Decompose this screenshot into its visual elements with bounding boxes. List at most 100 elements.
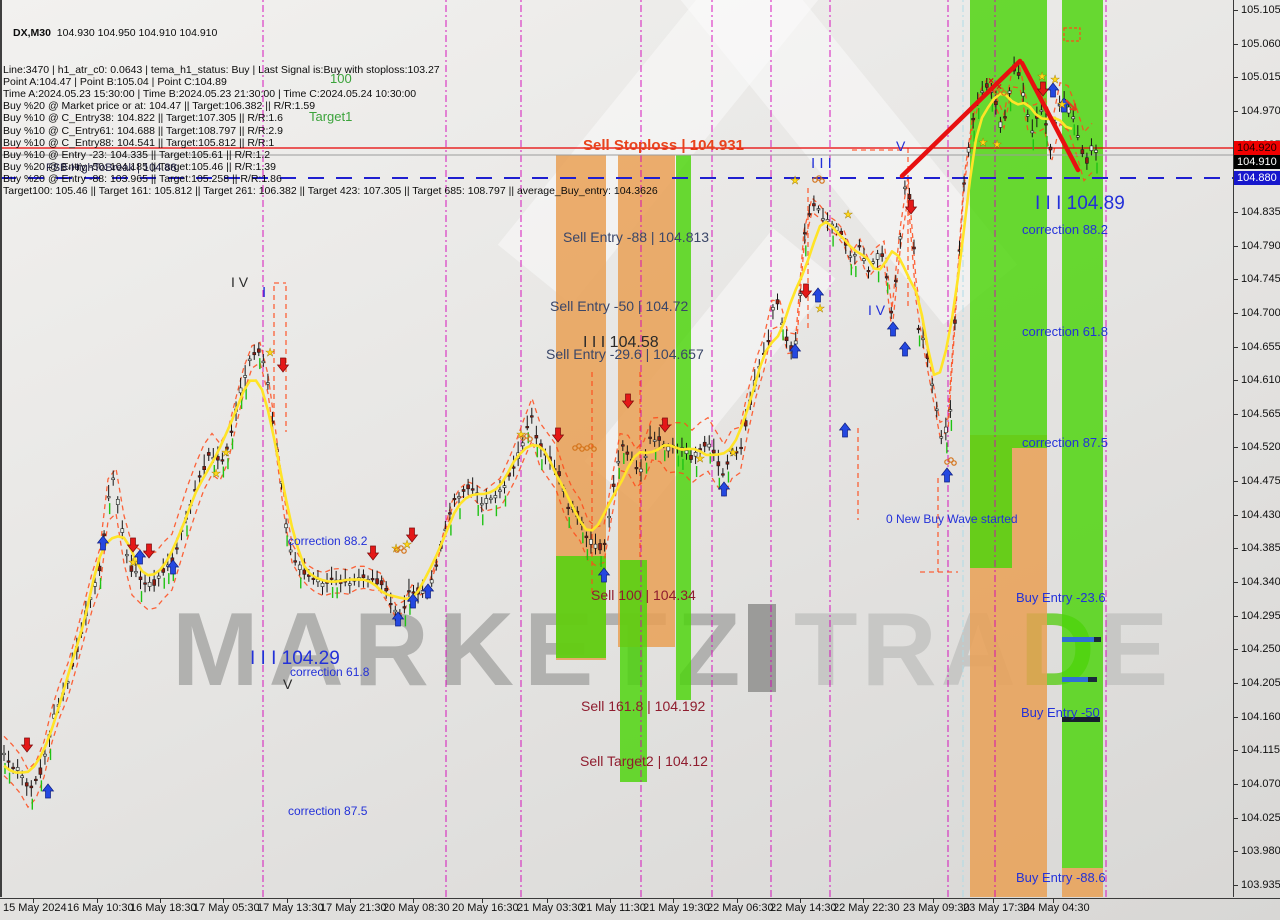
time-tick-mark xyxy=(933,899,934,903)
sell-arrow-icon xyxy=(126,537,140,553)
candle-body xyxy=(1085,157,1089,164)
candle-body xyxy=(912,246,916,250)
candle-body xyxy=(525,426,530,429)
squiggle-icon xyxy=(524,433,530,439)
candle-body xyxy=(125,554,129,557)
trend-line xyxy=(899,58,1023,179)
candle-body xyxy=(884,276,889,279)
star-icon: ★ xyxy=(728,447,738,459)
candle-body xyxy=(434,564,439,567)
squiggle-icon xyxy=(588,443,594,449)
candle-body xyxy=(980,90,985,93)
candle-body xyxy=(1025,114,1030,117)
candle-body xyxy=(147,582,152,587)
candle-body xyxy=(693,452,698,457)
label-sell-target2: Sell Target2 | 104.12 xyxy=(580,753,708,769)
candle-body xyxy=(1089,145,1094,151)
price-tick-mark xyxy=(1234,582,1238,584)
time-tick-mark xyxy=(737,899,738,903)
candle-body xyxy=(739,446,743,450)
info-line-9: Buy %20 @ Entry -50: 104.185 || Target:1… xyxy=(3,161,276,174)
candle-body xyxy=(666,446,671,452)
candle-body xyxy=(903,186,907,189)
entry-level-bar xyxy=(1094,637,1101,642)
candle-body xyxy=(493,495,498,499)
time-tick-label: 17 May 21:30 xyxy=(320,902,387,914)
symbol-label: DX,M30 xyxy=(13,27,51,40)
price-tick-mark xyxy=(1234,43,1238,45)
chart-left-border xyxy=(0,0,2,897)
sell-arrow-icon xyxy=(276,357,290,373)
buy-arrow-icon xyxy=(166,559,180,575)
candle-body xyxy=(347,583,352,586)
candle-body xyxy=(702,441,707,447)
candle-body xyxy=(784,336,789,342)
time-tick-mark xyxy=(863,899,864,903)
candle-body xyxy=(457,496,461,499)
candle-body xyxy=(971,118,975,121)
price-tick-mark xyxy=(1234,211,1238,213)
label-correction-88-right: correction 88.2 xyxy=(1022,222,1108,237)
candle-body xyxy=(388,603,393,606)
price-axis[interactable]: 105.105105.060105.015104.970104.925104.8… xyxy=(1234,0,1280,897)
price-badge-104.880: 104.880 xyxy=(1234,171,1280,185)
price-badge-104.910: 104.910 xyxy=(1234,155,1280,169)
candle-body xyxy=(716,461,721,467)
label-correction-61-right: correction 61.8 xyxy=(1022,324,1108,339)
time-tick-label: 22 May 14:30 xyxy=(770,902,837,914)
time-tick-label: 16 May 10:30 xyxy=(67,902,134,914)
candle-body xyxy=(97,565,102,572)
candle-body xyxy=(34,778,38,781)
ohlc-quotes: 104.930 104.950 104.910 104.910 xyxy=(56,27,218,40)
label-v-marker-left: V xyxy=(283,676,293,692)
candle-body xyxy=(134,571,138,574)
info-line-10: Buy %20 @ Entry -88: 103.965 || Target:1… xyxy=(3,173,282,186)
candle-body xyxy=(839,230,844,235)
candle-body xyxy=(266,382,270,385)
time-tick-mark xyxy=(413,899,414,903)
price-tick-label: 103.980 xyxy=(1241,845,1280,858)
candle-body xyxy=(916,327,921,331)
candle-body xyxy=(875,253,880,260)
sell-arrow-icon xyxy=(551,427,565,443)
candle-body xyxy=(161,568,166,573)
candle-body xyxy=(1039,109,1044,112)
price-tick-label: 104.430 xyxy=(1241,508,1280,521)
candle-body xyxy=(43,753,47,757)
candle-body xyxy=(643,455,648,458)
candle-body xyxy=(639,468,643,473)
candle-body xyxy=(156,575,161,579)
candle-body xyxy=(520,442,525,447)
time-tick-mark xyxy=(800,899,801,903)
buy-arrow-icon xyxy=(838,422,852,438)
price-tick-label: 104.250 xyxy=(1241,643,1280,656)
squiggle-icon xyxy=(576,443,582,449)
price-chart-canvas[interactable]: ★★★★★ ★★★ ★★★★★ ★★ ★★×× xyxy=(0,0,1233,897)
time-tick-mark xyxy=(97,899,98,903)
time-tick-mark xyxy=(673,899,674,903)
price-tick-mark xyxy=(1234,346,1238,348)
time-axis[interactable]: 15 May 2024 16 May 10:30 16 May 18:30 17 Ma… xyxy=(0,898,1280,920)
candle-body xyxy=(880,253,884,257)
label-correction-61-left: correction 61.8 xyxy=(290,665,370,679)
price-tick-mark xyxy=(1234,548,1238,550)
price-tick-mark xyxy=(1234,783,1238,785)
candle-body xyxy=(862,258,866,262)
candle-body xyxy=(616,461,621,464)
sell-arrow-icon xyxy=(142,543,156,559)
green-zone xyxy=(676,155,691,700)
price-tick-mark xyxy=(1234,716,1238,718)
entry-level-bar xyxy=(1062,637,1100,642)
candle-body xyxy=(138,576,143,580)
candle-body xyxy=(238,387,243,394)
trend-line xyxy=(1019,60,1081,173)
candle-body xyxy=(1076,135,1080,138)
star-icon: ★ xyxy=(221,447,231,459)
buy-arrow-icon xyxy=(940,467,954,483)
info-line-11: Target100: 105.46 || Target 161: 105.812… xyxy=(3,185,658,198)
candle-body xyxy=(2,752,6,756)
candle-body xyxy=(1094,149,1098,153)
star-icon: ★ xyxy=(978,137,988,149)
chart-area[interactable]: MARKETZ TRADE ★ ★ ★ ★ ★ ★ ★ ★ ★ ★ ★ ★ ★ ★ ★ ★ ★ × × DX,M30… xyxy=(0,0,1234,897)
